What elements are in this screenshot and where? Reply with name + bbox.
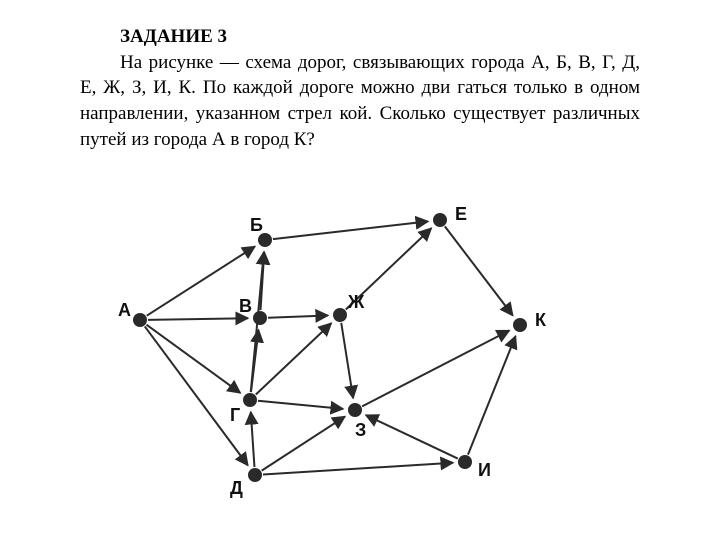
edge-Z-K — [362, 330, 509, 406]
page: { "title": "ЗАДАНИЕ 3", "paragraph": "На… — [0, 0, 720, 540]
node-label-V: В — [239, 296, 252, 317]
node-label-Z: З — [355, 420, 366, 441]
road-graph: А Б В Г Д Е Ж З И К — [120, 200, 560, 510]
node-label-G: Г — [230, 405, 240, 426]
node-K — [513, 318, 527, 332]
node-label-D: Д — [230, 478, 243, 499]
edge-D-I — [263, 463, 453, 475]
edge-D-G — [251, 412, 255, 467]
edge-J-Z — [341, 323, 353, 398]
edge-G-J — [256, 323, 331, 394]
edge-A-G — [146, 325, 240, 393]
node-J — [333, 308, 347, 322]
graph-edges — [120, 200, 560, 510]
edge-G-Z — [258, 401, 343, 409]
edge-E-K — [445, 226, 513, 315]
node-D — [248, 468, 262, 482]
node-label-K: К — [535, 310, 546, 331]
node-E — [433, 213, 447, 227]
edge-I-K — [468, 336, 516, 454]
edge-A-D — [145, 326, 248, 465]
task-paragraph: На рисунке — схема дорог, связывающих го… — [80, 50, 640, 153]
edge-I-Z — [366, 415, 458, 458]
node-A — [133, 313, 147, 327]
edge-A-V — [148, 318, 248, 320]
node-G — [243, 393, 257, 407]
node-label-E: Е — [455, 204, 467, 225]
node-label-I: И — [478, 460, 491, 481]
node-Z — [348, 403, 362, 417]
node-label-A: А — [118, 300, 131, 321]
edge-B-E — [273, 221, 428, 239]
node-label-B: Б — [250, 215, 263, 236]
node-label-J: Ж — [348, 292, 364, 313]
node-V — [253, 311, 267, 325]
edge-V-J — [268, 315, 328, 317]
node-I — [458, 455, 472, 469]
edge-D-Z — [262, 417, 345, 471]
problem-text: ЗАДАНИЕ 3 На рисунке — схема дорог, связ… — [80, 24, 640, 152]
task-title: ЗАДАНИЕ 3 — [80, 24, 640, 50]
